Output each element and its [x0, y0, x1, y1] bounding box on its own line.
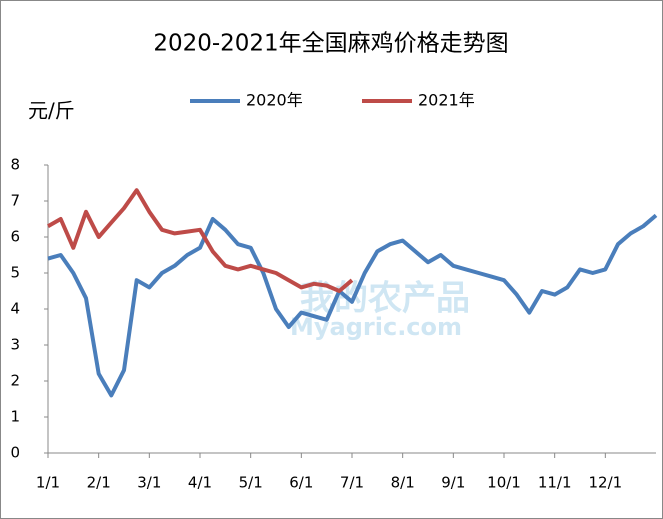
y-tick-label: 4: [10, 300, 20, 318]
line-series: [47, 213, 658, 398]
legend-label: 2021年: [418, 91, 475, 110]
y-axis-label: 元/斤: [28, 99, 75, 123]
y-tick-label: 5: [10, 264, 20, 282]
y-tick-label: 1: [10, 408, 20, 426]
x-tick-label: 3/1: [137, 474, 161, 492]
x-tick-label: 11/1: [538, 474, 572, 492]
x-tick-label: 4/1: [188, 474, 212, 492]
line-series: [47, 188, 354, 293]
y-tick-label: 3: [10, 336, 20, 354]
y-tick-label: 7: [10, 192, 20, 210]
x-tick-label: 1/1: [36, 474, 60, 492]
x-tick-label: 9/1: [441, 474, 465, 492]
y-tick-label: 0: [10, 444, 20, 462]
x-tick-label: 12/1: [588, 474, 622, 492]
x-tick-label: 7/1: [340, 474, 364, 492]
x-tick-label: 2/1: [87, 474, 111, 492]
y-tick-label: 8: [10, 156, 20, 174]
x-tick-label: 5/1: [239, 474, 263, 492]
legend-label: 2020年: [246, 91, 303, 110]
x-tick-label: 10/1: [487, 474, 521, 492]
y-tick-label: 2: [10, 372, 20, 390]
chart-title: 2020-2021年全国麻鸡价格走势图: [153, 31, 508, 57]
x-tick-label: 8/1: [391, 474, 415, 492]
y-tick-label: 6: [10, 228, 20, 246]
x-tick-label: 6/1: [289, 474, 313, 492]
